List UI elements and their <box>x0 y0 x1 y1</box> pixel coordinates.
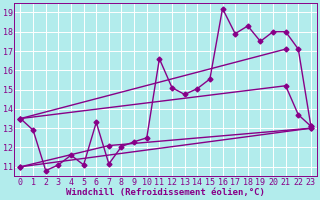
X-axis label: Windchill (Refroidissement éolien,°C): Windchill (Refroidissement éolien,°C) <box>66 188 265 197</box>
